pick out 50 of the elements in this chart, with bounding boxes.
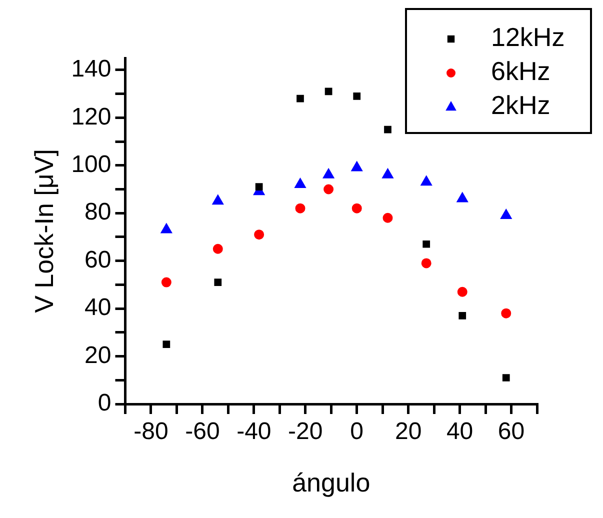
legend-label: 12kHz [491,22,565,52]
point [456,192,468,202]
point [501,308,512,318]
y-tick-label: 80 [84,198,112,226]
point [324,88,332,96]
point [254,230,264,240]
point [214,278,222,286]
point [351,161,363,172]
y-axis-title: V Lock-In [μV] [28,149,59,313]
point [422,240,430,248]
point [212,244,223,254]
point [322,168,334,178]
point [255,183,263,191]
x-tick-label: 20 [394,418,422,446]
point [353,92,361,100]
point [420,176,432,186]
point [160,223,172,234]
point [294,178,306,188]
point [458,312,466,320]
y-tick-label: 60 [84,246,112,274]
point [212,194,224,205]
x-tick-label: -80 [134,418,168,446]
point [162,340,170,348]
x-tick-label: -20 [288,418,323,446]
x-tick-label: 40 [446,418,474,446]
point [324,184,334,194]
legend-label: 2kHz [491,90,550,120]
point [500,208,512,219]
point [382,168,394,178]
y-tick-label: 40 [84,294,112,322]
point [352,203,362,214]
point [161,277,172,288]
point [502,374,510,382]
y-tick-label: 140 [71,56,112,83]
y-tick-label: 120 [71,103,112,130]
y-tick-label: 0 [98,390,112,417]
point [457,286,468,297]
x-tick-label: 0 [350,418,364,446]
point [384,126,392,134]
point [382,212,393,223]
x-tick-label: -60 [185,418,220,446]
y-tick-label: 100 [71,151,112,178]
x-tick-label: 60 [498,418,525,446]
x-axis-title: ángulo [292,468,370,498]
point [421,258,432,268]
point [295,203,306,214]
x-tick-label: -40 [236,418,272,446]
point [296,94,304,102]
y-tick-label: 20 [84,342,112,369]
legend-label: 6kHz [491,56,550,86]
